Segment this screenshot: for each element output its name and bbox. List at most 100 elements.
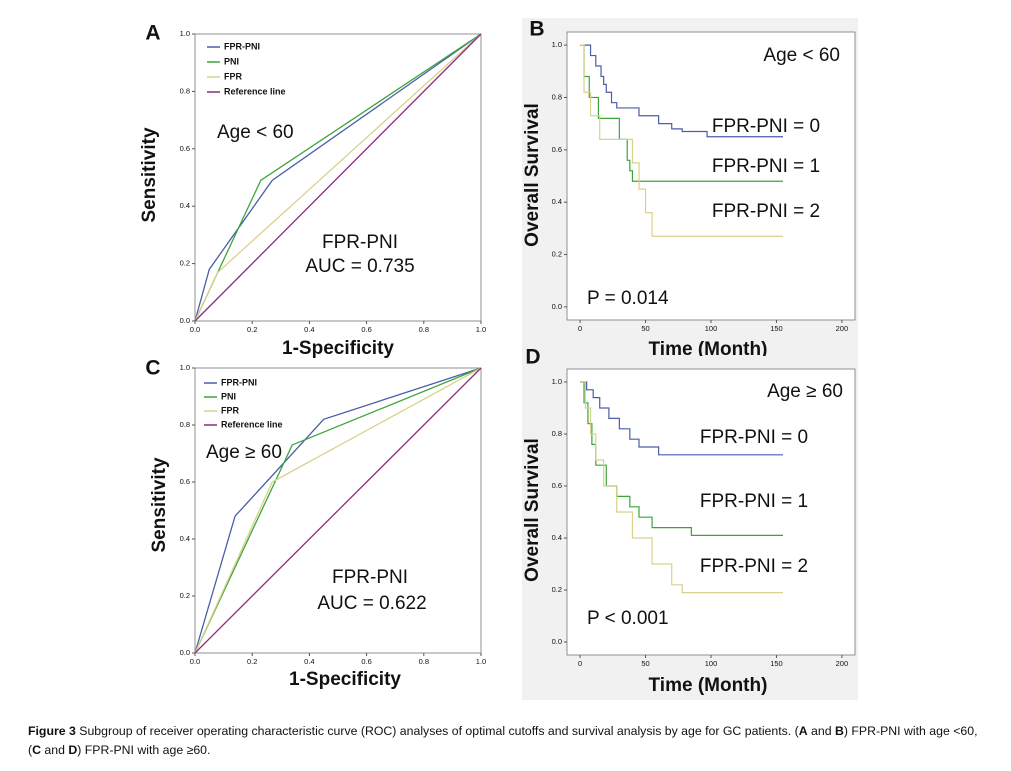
- x-tick-label: 0.0: [190, 657, 200, 666]
- roc-curve: [194, 33, 482, 322]
- annotation: P = 0.014: [587, 288, 669, 309]
- annotation: FPR-PNI: [332, 567, 408, 588]
- caption-text: B: [834, 724, 844, 738]
- y-tick-label: 0.8: [180, 86, 190, 95]
- survival-curve: [580, 381, 783, 594]
- x-axis-title: Time (Month): [649, 675, 768, 696]
- annotation: FPR-PNI: [322, 232, 398, 253]
- y-tick-label: 0.2: [180, 259, 190, 268]
- caption-text: and: [807, 724, 835, 738]
- x-tick-label: 100: [705, 659, 718, 668]
- y-tick-label: 0.2: [552, 585, 562, 594]
- x-tick-label: 150: [770, 324, 783, 333]
- annotation: Age ≥ 60: [206, 442, 282, 463]
- x-tick-label: 0.2: [247, 657, 257, 666]
- roc-curve: [194, 367, 482, 654]
- caption-text: Subgroup of receiver operating character…: [75, 724, 799, 738]
- x-axis-title: 1-Specificity: [289, 669, 401, 690]
- x-tick-label: 0: [578, 659, 582, 668]
- x-tick-label: 0.0: [190, 325, 200, 334]
- y-tick-label: 0.4: [180, 534, 190, 543]
- y-tick-label: 1.0: [180, 363, 190, 372]
- x-axis-title: Time (Month): [649, 339, 768, 360]
- y-tick-label: 0.6: [180, 144, 190, 153]
- annotation: Age < 60: [763, 45, 840, 66]
- x-tick-label: 0.4: [304, 325, 314, 334]
- x-tick-label: 0.6: [361, 657, 371, 666]
- annotation: AUC = 0.622: [317, 593, 426, 614]
- caption-text: and: [41, 743, 69, 757]
- x-tick-label: 50: [641, 659, 649, 668]
- x-tick-label: 1.0: [476, 325, 486, 334]
- survival-curve: [580, 44, 783, 237]
- y-tick-label: 1.0: [552, 377, 562, 386]
- y-tick-label: 0.2: [180, 591, 190, 600]
- y-tick-label: 0.8: [552, 92, 562, 101]
- caption: Figure 3 Subgroup of receiver operating …: [28, 722, 993, 760]
- roc-curve: [194, 367, 482, 654]
- curve-label: FPR-PNI = 1: [700, 491, 808, 512]
- roc-curve: [194, 33, 482, 322]
- x-tick-label: 0.4: [304, 657, 314, 666]
- y-tick-label: 0.4: [552, 533, 562, 542]
- panel-label: A: [145, 22, 160, 45]
- plot-area: [566, 31, 856, 321]
- legend-label: FPR: [221, 405, 240, 415]
- chart-panel: 0 50 100 150 200 0.0 0.2 0.4 0.6 0.8 1.0 D Time (Mon…: [522, 346, 858, 700]
- survival-curve: [580, 44, 783, 138]
- chart-panel: 0.0 0.2 0.4 0.6 0.8 1.0 0.0 0.2 0.4 0.6 0.8 1.0 A 1-S…: [139, 22, 486, 359]
- x-tick-label: 200: [836, 659, 849, 668]
- x-tick-label: 1.0: [476, 657, 486, 666]
- legend-label: Reference line: [221, 419, 283, 429]
- y-tick-label: 0.4: [180, 201, 190, 210]
- y-tick-label: 0.8: [552, 429, 562, 438]
- roc-curve: [194, 33, 482, 322]
- figure: 0.0 0.2 0.4 0.6 0.8 1.0 0.0 0.2 0.4 0.6 0.8 1.0 A 1-S…: [139, 18, 858, 700]
- curve-label: FPR-PNI = 1: [712, 156, 820, 177]
- x-tick-label: 0: [578, 324, 582, 333]
- annotation: P < 0.001: [587, 608, 669, 629]
- caption-text: D: [68, 743, 78, 757]
- y-axis-title: Sensitivity: [149, 457, 170, 552]
- panel-label: D: [525, 346, 540, 369]
- legend-label: Reference line: [224, 86, 286, 96]
- y-tick-label: 0.2: [552, 250, 562, 259]
- legend-label: FPR-PNI: [221, 377, 257, 387]
- survival-curve: [580, 44, 783, 182]
- caption-text: ) FPR-PNI with age <60, (: [28, 724, 978, 757]
- y-tick-label: 0.6: [552, 481, 562, 490]
- y-tick-label: 0.6: [180, 477, 190, 486]
- x-axis-title: 1-Specificity: [282, 338, 394, 359]
- y-tick-label: 0.6: [552, 145, 562, 154]
- y-tick-label: 0.4: [552, 197, 562, 206]
- annotation: AUC = 0.735: [305, 256, 414, 277]
- curve-label: FPR-PNI = 0: [712, 116, 820, 137]
- y-tick-label: 1.0: [552, 40, 562, 49]
- y-tick-label: 1.0: [180, 29, 190, 38]
- survival-curve: [580, 381, 783, 456]
- curve-label: FPR-PNI = 0: [700, 427, 808, 448]
- panel-label: B: [529, 18, 544, 41]
- y-tick-label: 0.0: [552, 302, 562, 311]
- panel-label: C: [145, 357, 160, 380]
- y-tick-label: 0.0: [180, 648, 190, 657]
- x-tick-label: 0.8: [419, 657, 429, 666]
- caption-text: Figure 3: [28, 724, 76, 738]
- caption-text: ) FPR-PNI with age ≥60.: [77, 743, 211, 757]
- legend-label: PNI: [224, 56, 239, 66]
- legend-label: FPR-PNI: [224, 41, 260, 51]
- y-axis-title: Overall Survival: [522, 438, 543, 582]
- chart-panel: 0.0 0.2 0.4 0.6 0.8 1.0 0.0 0.2 0.4 0.6 0.8 1.0 C 1-S…: [145, 357, 486, 690]
- annotation: Age < 60: [217, 122, 294, 143]
- y-tick-label: 0.0: [180, 316, 190, 325]
- x-tick-label: 50: [641, 324, 649, 333]
- caption-text: C: [32, 743, 41, 757]
- y-tick-label: 0.0: [552, 637, 562, 646]
- y-axis-title: Overall Survival: [522, 103, 543, 247]
- x-tick-label: 0.6: [361, 325, 371, 334]
- curve-label: FPR-PNI = 2: [712, 201, 820, 222]
- curve-label: FPR-PNI = 2: [700, 556, 808, 577]
- x-tick-label: 100: [705, 324, 718, 333]
- roc-curve: [194, 367, 482, 654]
